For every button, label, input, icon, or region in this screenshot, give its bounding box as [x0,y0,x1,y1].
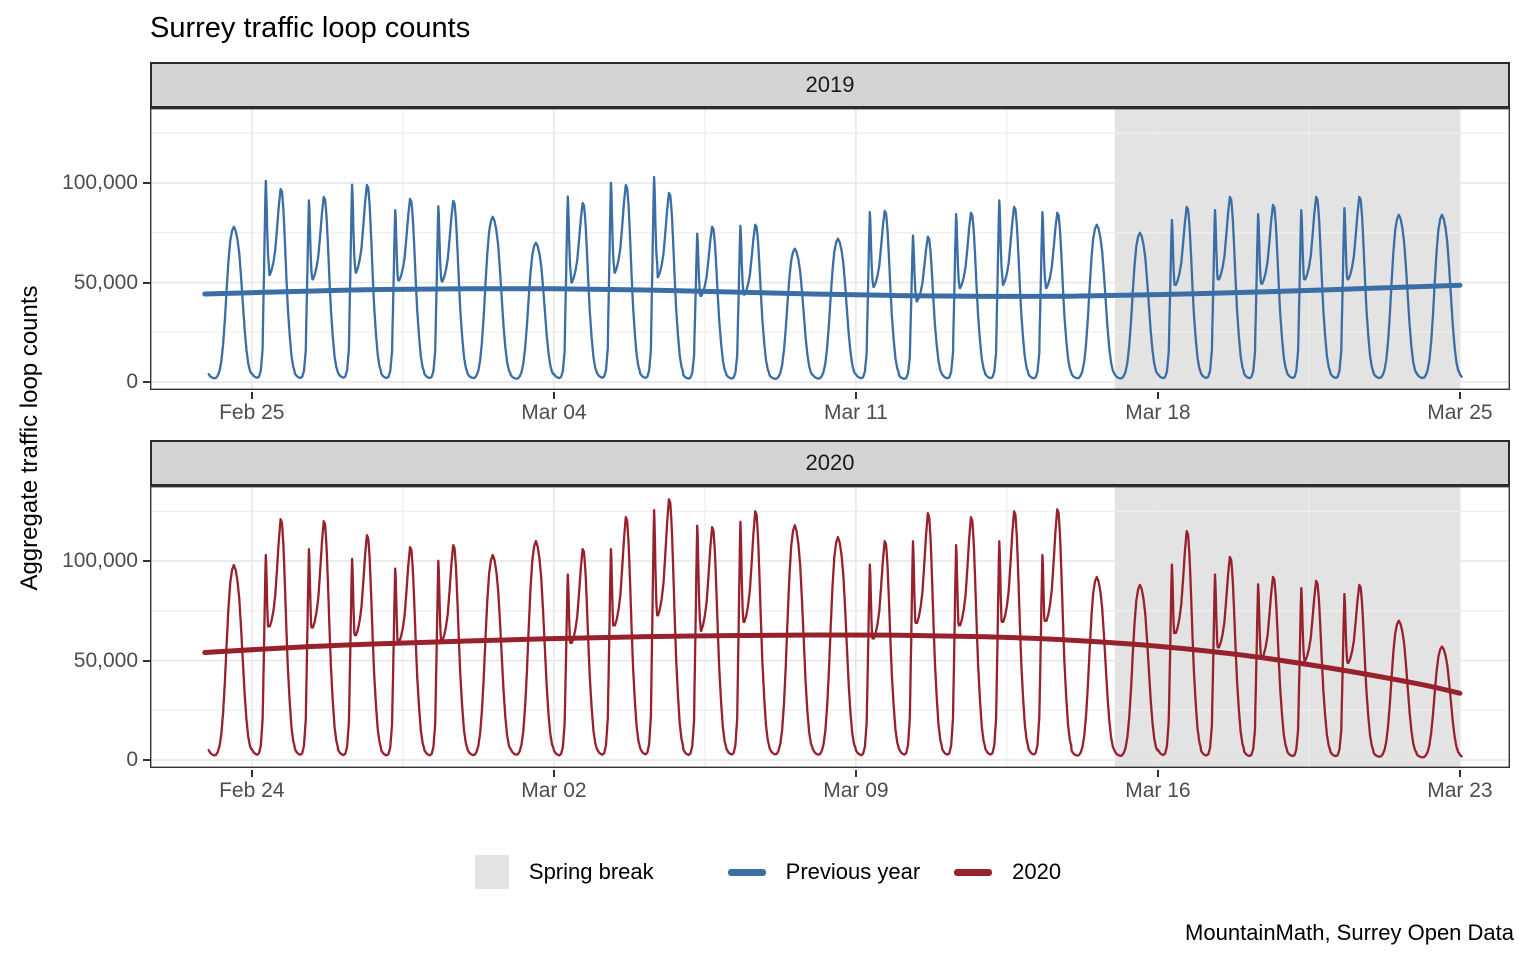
spring-break-band [1114,487,1460,767]
x-tick-label: Mar 16 [1125,779,1191,802]
series-line-2019 [207,175,1463,380]
panel-2020 [149,485,1510,769]
y-tick-mark [143,560,150,562]
x-tick-label: Mar 23 [1427,779,1493,802]
y-tick-label: 50,000 [73,648,138,672]
plot-area-2020 [149,485,1510,769]
y-tick-mark [143,281,150,284]
x-tick-label: Mar 25 [1427,401,1493,424]
x-tick-label: Feb 24 [219,779,285,802]
x-tick-label: Mar 18 [1125,401,1191,424]
y-tick-label: 0 [126,748,138,771]
facet-label-2019: 2019 [805,72,855,97]
x-tick-label: Mar 04 [521,401,587,424]
y-axis-title: Aggregate traffic loop counts [16,285,43,591]
spring-break-swatch [474,855,509,889]
y-tick-label: 100,000 [62,549,138,572]
legend-item-spring-break: Spring break [474,855,654,889]
legend: Spring break Previous year 2020 [0,842,1536,902]
x-tick-mark [1458,770,1461,777]
y-tick-label: 50,000 [73,270,138,294]
x-tick-mark [250,770,253,777]
x-tick-label: Mar 11 [823,401,888,424]
x-axis-2019: Feb 25 Mar 04 Mar 11 Mar 18 Mar 25 [150,392,1510,428]
x-tick-mark [1458,392,1461,399]
spring-break-band [1114,109,1460,389]
x-tick-mark [854,770,857,777]
plot-area-2019 [149,107,1510,391]
x-tick-mark [552,770,555,777]
series-line-2020 [207,498,1463,759]
x-tick-label: Mar 09 [823,779,889,802]
x-tick-mark [552,392,555,399]
y-tick-label: 100,000 [62,171,138,194]
legend-label-2020: 2020 [1012,859,1062,884]
trend-line-2019 [202,282,1463,299]
facet-strip-2020: 2020 [150,440,1510,486]
chart-title: Surrey traffic loop counts [150,12,471,44]
x-axis-2020: Feb 24 Mar 02 Mar 09 Mar 16 Mar 23 [150,770,1510,806]
y-tick-mark [143,381,150,383]
y-tick-mark [143,759,150,761]
panel-2019 [149,107,1510,391]
legend-label-spring-break: Spring break [528,859,654,884]
x-tick-mark [250,392,253,399]
previous-year-swatch [727,868,766,876]
x-tick-mark [1156,392,1159,399]
y-tick-mark [143,182,150,184]
facet-label-2020: 2020 [805,450,855,475]
series-2020-swatch [954,868,993,876]
x-tick-label: Mar 02 [521,779,587,802]
facet-strip-2019: 2019 [150,62,1510,108]
x-tick-mark [854,392,857,399]
y-tick-label: 0 [126,370,138,393]
y-tick-mark [143,659,150,662]
legend-item-2020: 2020 [954,859,1061,885]
legend-label-previous-year: Previous year [785,859,921,884]
x-tick-mark [1156,770,1159,777]
caption: MountainMath, Surrey Open Data [1185,920,1514,945]
x-tick-label: Feb 25 [219,401,285,424]
trend-line-2020 [202,632,1463,696]
legend-item-previous-year: Previous year [727,859,921,885]
